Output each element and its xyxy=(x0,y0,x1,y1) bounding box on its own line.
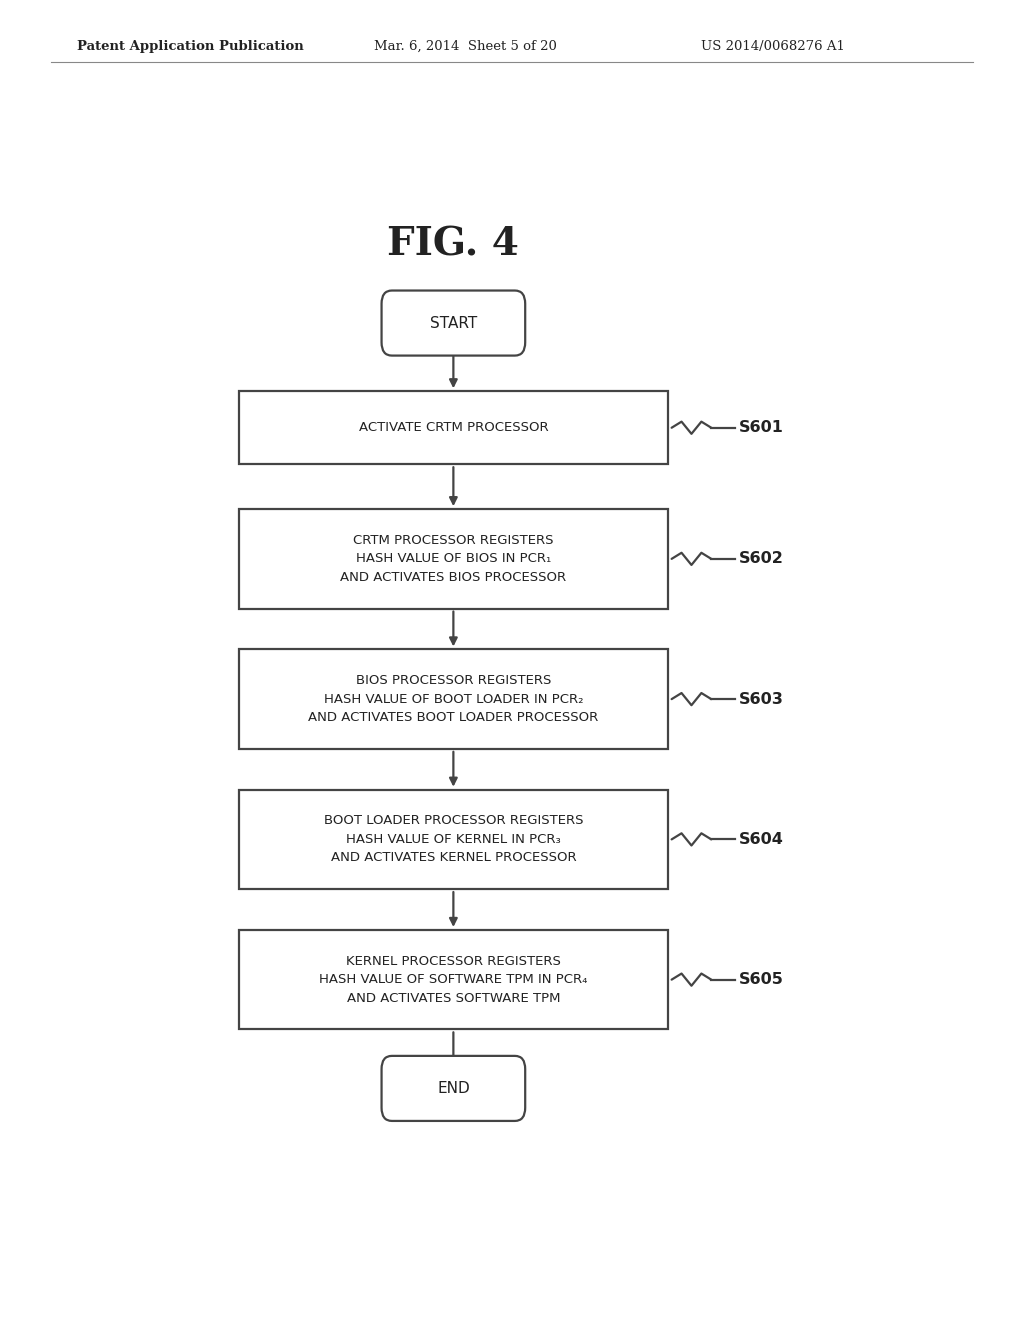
Text: START: START xyxy=(430,315,477,330)
FancyBboxPatch shape xyxy=(382,290,525,355)
Text: CRTM PROCESSOR REGISTERS
HASH VALUE OF BIOS IN PCR₁
AND ACTIVATES BIOS PROCESSOR: CRTM PROCESSOR REGISTERS HASH VALUE OF B… xyxy=(340,533,566,583)
Text: END: END xyxy=(437,1081,470,1096)
Text: S601: S601 xyxy=(739,420,784,436)
FancyBboxPatch shape xyxy=(382,1056,525,1121)
Text: S605: S605 xyxy=(739,972,784,987)
Text: KERNEL PROCESSOR REGISTERS
HASH VALUE OF SOFTWARE TPM IN PCR₄
AND ACTIVATES SOFT: KERNEL PROCESSOR REGISTERS HASH VALUE OF… xyxy=(319,954,588,1005)
Text: S603: S603 xyxy=(739,692,784,706)
Text: S602: S602 xyxy=(739,552,784,566)
Text: BIOS PROCESSOR REGISTERS
HASH VALUE OF BOOT LOADER IN PCR₂
AND ACTIVATES BOOT LO: BIOS PROCESSOR REGISTERS HASH VALUE OF B… xyxy=(308,675,598,725)
Text: FIG. 4: FIG. 4 xyxy=(387,226,519,264)
Text: Patent Application Publication: Patent Application Publication xyxy=(77,40,303,53)
Text: US 2014/0068276 A1: US 2014/0068276 A1 xyxy=(701,40,846,53)
Bar xyxy=(239,649,668,748)
Text: Mar. 6, 2014  Sheet 5 of 20: Mar. 6, 2014 Sheet 5 of 20 xyxy=(374,40,557,53)
Text: S604: S604 xyxy=(739,832,784,847)
Bar xyxy=(239,510,668,609)
Bar xyxy=(239,391,668,465)
Text: BOOT LOADER PROCESSOR REGISTERS
HASH VALUE OF KERNEL IN PCR₃
AND ACTIVATES KERNE: BOOT LOADER PROCESSOR REGISTERS HASH VAL… xyxy=(324,814,583,865)
Bar xyxy=(239,789,668,890)
Text: ACTIVATE CRTM PROCESSOR: ACTIVATE CRTM PROCESSOR xyxy=(358,421,548,434)
Bar xyxy=(239,929,668,1030)
